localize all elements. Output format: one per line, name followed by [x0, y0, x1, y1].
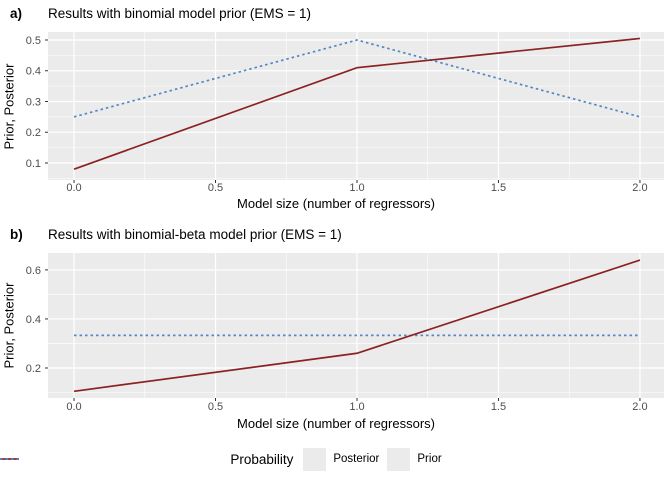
legend-entry-prior: Prior: [0, 447, 442, 471]
panel-b-x-axis-title: Model size (number of regressors): [237, 416, 435, 431]
posterior-line: [73, 259, 641, 393]
legend-key-prior: [0, 447, 411, 471]
posterior-line-sample-icon: [0, 458, 19, 460]
posterior-line: [73, 37, 641, 170]
prior-line-sample-icon: [0, 458, 19, 460]
legend: Probability Posterior Prior: [0, 444, 672, 474]
panel-b-plot: 0.0 0.5 1.0 1.5 2.0 0.2 0.4 0.6: [26, 253, 664, 413]
panel-a-y-axis-title: Prior, Posterior: [1, 63, 17, 150]
x-tick-label: 2.0: [632, 401, 647, 413]
legend-label-prior: Prior: [417, 453, 442, 465]
panel-a-label: a): [10, 6, 23, 21]
y-tick-label: 0.1: [26, 158, 41, 170]
x-tick-label: 0.0: [66, 182, 81, 194]
panel-a-heading: a) Results with binomial model prior (EM…: [0, 6, 672, 26]
legend-entry-posterior: Posterior: [0, 447, 380, 471]
x-tick-label: 1.5: [491, 401, 506, 413]
panel-a-x-axis-title: Model size (number of regressors): [237, 196, 435, 211]
x-tick-label: 1.0: [349, 401, 364, 413]
prior-line: [73, 39, 641, 118]
y-tick-label: 0.5: [26, 35, 41, 47]
y-tick-label: 0.2: [26, 127, 41, 139]
x-tick-label: 0.5: [208, 401, 223, 413]
panel-a-title: Results with binomial model prior (EMS =…: [48, 6, 311, 21]
x-tick-label: 0.0: [66, 401, 81, 413]
plot-background: [48, 32, 664, 180]
x-tick-label: 1.0: [349, 182, 364, 194]
legend-label-posterior: Posterior: [333, 453, 380, 465]
legend-title: Probability: [230, 451, 294, 467]
x-tick-label: 1.5: [491, 182, 506, 194]
y-tick-label: 0.2: [26, 363, 41, 375]
panel-b-label: b): [10, 227, 23, 242]
y-tick-label: 0.6: [26, 265, 41, 277]
panel-a-plot: 0.0 0.5 1.0 1.5 2.0 0.1 0.2 0.3 0.4 0.5: [26, 32, 664, 194]
y-tick-label: 0.4: [26, 314, 41, 326]
panel-b-heading: b) Results with binomial-beta model prio…: [0, 227, 672, 247]
x-tick-label: 2.0: [632, 182, 647, 194]
legend-key-posterior: [0, 447, 327, 471]
x-tick-label: 0.5: [208, 182, 223, 194]
panel-b-title: Results with binomial-beta model prior (…: [48, 227, 342, 242]
y-tick-label: 0.4: [26, 66, 41, 78]
y-tick-label: 0.3: [26, 96, 41, 108]
plot-background: [48, 253, 664, 398]
panel-b-y-axis-title: Prior, Posterior: [1, 282, 17, 369]
